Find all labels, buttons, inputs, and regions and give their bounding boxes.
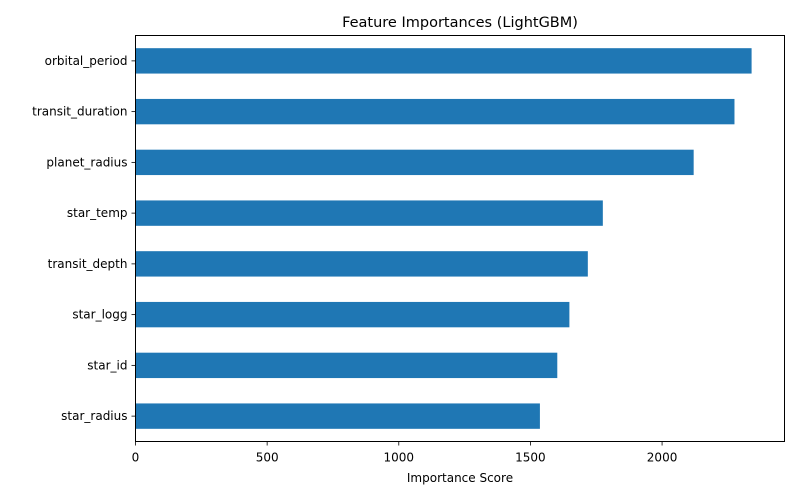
y-axis-ticks: orbital_period transit_duration planet_rad… xyxy=(32,54,136,423)
bar-star_radius xyxy=(135,403,540,429)
x-tick-label-0: 0 xyxy=(132,451,140,465)
y-tick-label-transit_duration: transit_duration xyxy=(32,105,127,119)
y-tick-label-star_radius: star_radius xyxy=(61,409,127,423)
bar-transit_depth xyxy=(135,251,588,277)
y-tick-label-star_logg: star_logg xyxy=(72,308,127,322)
chart-title: Feature Importances (LightGBM) xyxy=(342,15,578,31)
x-tick-label-500: 500 xyxy=(256,451,279,465)
x-axis-ticks: 0 500 1000 1500 2000 xyxy=(132,441,678,465)
y-tick-label-orbital_period: orbital_period xyxy=(45,54,128,68)
x-tick-label-2000: 2000 xyxy=(647,451,678,465)
plot-frame xyxy=(135,35,785,442)
bar-orbital_period xyxy=(135,48,752,74)
x-tick-label-1000: 1000 xyxy=(384,451,415,465)
y-tick-label-star_temp: star_temp xyxy=(67,206,128,220)
bar-star_temp xyxy=(135,200,603,226)
bar-planet_radius xyxy=(135,149,694,176)
bars-group xyxy=(135,48,752,429)
y-tick-label-planet_radius: planet_radius xyxy=(46,155,127,169)
bar-transit_duration xyxy=(135,98,735,125)
y-tick-label-transit_depth: transit_depth xyxy=(48,257,128,271)
x-axis-title: Importance Score xyxy=(407,471,513,485)
bar-star_id xyxy=(135,352,558,379)
bar-star_logg xyxy=(135,301,570,328)
y-tick-label-star_id: star_id xyxy=(87,358,127,372)
x-tick-label-1500: 1500 xyxy=(515,451,546,465)
